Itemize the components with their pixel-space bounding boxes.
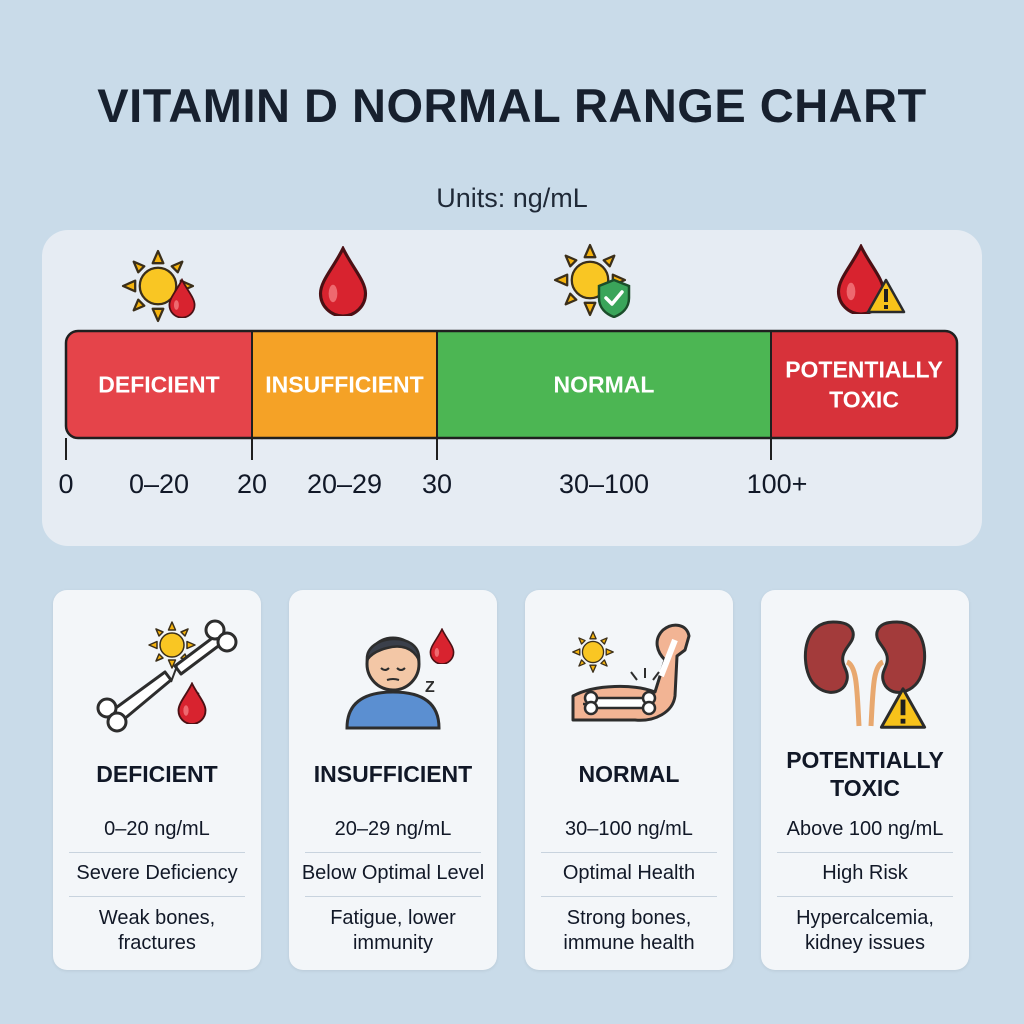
sun-with-shield-icon	[553, 243, 631, 318]
tick-label: 100+	[747, 469, 808, 499]
card-level: Severe Deficiency	[76, 862, 238, 884]
divider	[541, 896, 717, 897]
card-effect: Strong bones, immune health	[563, 907, 695, 954]
tick-label: 30	[422, 469, 452, 499]
divider	[541, 852, 717, 853]
card-level: Below Optimal Level	[301, 862, 485, 884]
tick-label: 20	[237, 469, 267, 499]
card-effect: Fatigue, lower immunity	[330, 907, 456, 954]
card-title: INSUFFICIENT	[313, 761, 473, 787]
divider	[305, 896, 481, 897]
units-label: Units: ng/mL	[436, 183, 588, 213]
segment-label: POTENTIALLY	[785, 357, 943, 383]
tick-label: 0	[58, 469, 73, 499]
divider	[777, 896, 953, 897]
card-effect: Hypercalcemia, kidney issues	[796, 907, 934, 954]
segment-0	[66, 331, 252, 438]
card-title: POTENTIALLY TOXIC	[786, 747, 944, 801]
blood-drop-icon	[318, 246, 368, 316]
range-label: 20–29	[307, 469, 382, 499]
card-deficient: DEFICIENT 0–20 ng/mL Severe Deficiency W…	[53, 590, 261, 970]
segment-2	[437, 331, 771, 438]
broken-bone-icon	[96, 619, 238, 733]
range-label: 30–100	[559, 469, 649, 499]
tired-person-icon: Z	[345, 628, 455, 730]
segment-label: NORMAL	[554, 372, 655, 398]
segment-1	[252, 331, 437, 438]
card-title: NORMAL	[578, 761, 680, 787]
card-level: High Risk	[822, 862, 908, 884]
card-range: Above 100 ng/mL	[786, 818, 944, 840]
card-insufficient: Z INSUFFICIENT 20–29 ng/mL Below Optimal…	[289, 590, 497, 970]
card-range: 0–20 ng/mL	[104, 818, 210, 840]
divider	[305, 852, 481, 853]
divider	[69, 896, 245, 897]
card-potentially-toxic: POTENTIALLY TOXIC Above 100 ng/mL High Ri…	[761, 590, 969, 970]
card-effect: Weak bones, fractures	[98, 907, 216, 954]
sun-with-blood-drop-icon	[121, 249, 196, 323]
range-segments	[66, 331, 957, 438]
page-title: VITAMIN D NORMAL RANGE CHART	[97, 79, 927, 132]
svg-text:Z: Z	[425, 679, 435, 696]
segment-label: INSUFFICIENT	[265, 372, 423, 398]
card-range: 30–100 ng/mL	[565, 818, 693, 840]
blood-drop-warning-icon	[836, 244, 906, 314]
card-range: 20–29 ng/mL	[334, 818, 452, 840]
segment-label: TOXIC	[829, 387, 899, 413]
divider	[69, 852, 245, 853]
kidney-warning-icon	[803, 620, 927, 729]
segment-3	[771, 331, 957, 438]
strong-arm-icon	[571, 623, 691, 722]
range-scale-chart: DEFICIENT INSUFFICIENT NORMAL POTENTIALLY TO…	[58, 243, 959, 499]
range-label: 0–20	[129, 469, 189, 499]
card-title: DEFICIENT	[96, 761, 218, 787]
segment-label: DEFICIENT	[98, 372, 219, 398]
range-bar-outline	[64, 329, 959, 440]
card-level: Optimal Health	[562, 862, 696, 884]
scale-ticks: 0–20 20–29 30–100 0 20 30 100+	[58, 438, 807, 499]
card-normal: NORMAL 30–100 ng/mL Optimal Health Stron…	[525, 590, 733, 970]
segment-labels: DEFICIENT INSUFFICIENT NORMAL POTENTIALLY TO…	[98, 331, 943, 438]
divider	[777, 852, 953, 853]
